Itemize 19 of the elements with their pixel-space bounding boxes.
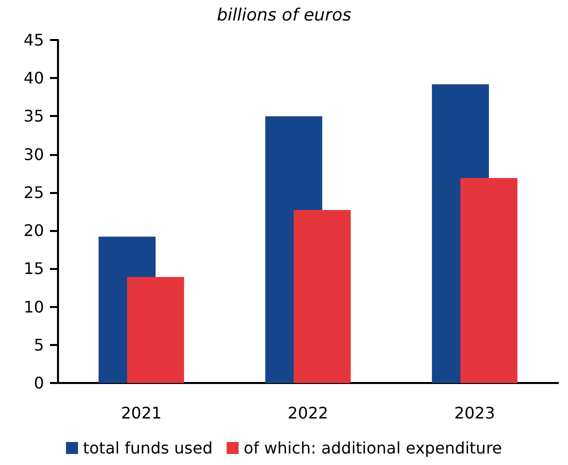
chart-subtitle: billions of euros [216, 6, 352, 26]
y-tick-label: 10 [24, 297, 44, 316]
y-tick-label: 30 [24, 144, 44, 164]
y-tick-label: 40 [24, 68, 44, 88]
y-tick-label: 25 [24, 182, 44, 202]
x-tick-label: 2022 [288, 404, 328, 422]
y-tick-label: 5 [34, 335, 44, 354]
y-tick-label: 15 [24, 259, 44, 278]
y-tick-label: 35 [24, 106, 44, 126]
bar [460, 178, 518, 383]
bar [127, 277, 184, 383]
legend-label: of which: additional expenditure [244, 438, 502, 458]
y-tick-label: 0 [34, 374, 44, 392]
y-tick-label: 20 [24, 221, 44, 240]
legend-label: total funds used [82, 438, 213, 458]
x-tick-label: 2021 [120, 404, 162, 422]
bar [294, 210, 351, 383]
y-tick-label: 45 [24, 30, 44, 50]
x-tick-label: 2023 [454, 404, 496, 422]
